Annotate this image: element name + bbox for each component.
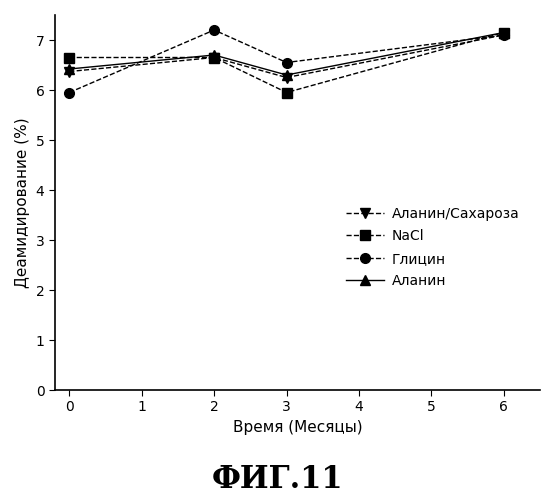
Text: ФИГ.11: ФИГ.11 (212, 464, 343, 495)
Legend: Аланин/Сахароза, NaCl, Глицин, Аланин: Аланин/Сахароза, NaCl, Глицин, Аланин (341, 203, 523, 292)
X-axis label: Время (Месяцы): Время (Месяцы) (233, 420, 362, 435)
Y-axis label: Деамидирование (%): Деамидирование (%) (15, 117, 30, 288)
